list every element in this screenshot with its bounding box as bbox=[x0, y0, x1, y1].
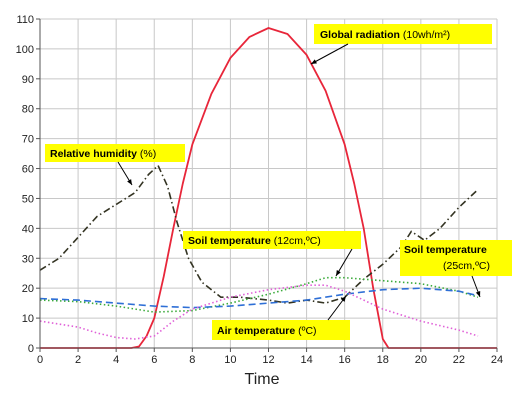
x-tick-label: 12 bbox=[262, 354, 274, 366]
x-tick-label: 6 bbox=[151, 354, 157, 366]
annotation-label: Global radiation (10wh/m²) bbox=[320, 29, 450, 41]
x-tick-label: 20 bbox=[415, 354, 427, 366]
grid bbox=[39, 18, 498, 349]
x-tick-label: 22 bbox=[453, 354, 465, 366]
y-tick-label: 70 bbox=[22, 134, 34, 146]
y-tick-label: 90 bbox=[22, 74, 34, 86]
annotation-relative-humidity: Relative humidity (%) bbox=[45, 144, 185, 186]
annotation-unit: (25cm,ºC) bbox=[443, 260, 490, 272]
arrow-head-icon bbox=[336, 270, 341, 276]
y-tick-label: 110 bbox=[16, 14, 34, 26]
y-tick-label: 20 bbox=[22, 283, 34, 295]
series-line-air-temperature bbox=[39, 284, 479, 340]
x-tick-label: 24 bbox=[491, 354, 503, 366]
annotation-title: Air temperature bbox=[217, 325, 295, 337]
annotation-unit: (ºC) bbox=[295, 325, 316, 337]
series-layer bbox=[39, 27, 497, 349]
x-tick-label: 14 bbox=[300, 354, 312, 366]
annotation-title: Soil temperature bbox=[188, 235, 271, 247]
y-tick-label: 50 bbox=[22, 193, 34, 205]
annotation-box bbox=[314, 24, 492, 44]
annotation-title: Relative humidity bbox=[50, 148, 137, 160]
x-tick-label: 0 bbox=[37, 354, 43, 366]
series-line-relative-humidity bbox=[39, 164, 479, 304]
x-tick-label: 18 bbox=[377, 354, 389, 366]
x-tick-label: 16 bbox=[339, 354, 351, 366]
annotation-label: Air temperature (ºC) bbox=[217, 325, 317, 337]
series-line-soil-temperature-12cm bbox=[39, 276, 479, 313]
annotation-soil-temperature-12cm: Soil temperature (12cm,ºC) bbox=[183, 231, 361, 277]
annotation-air-temperature: Air temperature (ºC) bbox=[212, 295, 350, 340]
y-tick-label: 80 bbox=[22, 104, 34, 116]
arrow-head-icon bbox=[475, 291, 481, 297]
arrow-head-icon bbox=[311, 59, 317, 64]
y-tick-label: 30 bbox=[22, 253, 34, 265]
annotation-arrow bbox=[310, 43, 349, 65]
annotations: Global radiation (10wh/m²) Relative humid… bbox=[45, 24, 512, 340]
annotation-box bbox=[183, 231, 361, 249]
y-tick-label: 0 bbox=[28, 343, 34, 355]
y-tick-label: 60 bbox=[22, 164, 34, 176]
annotation-unit: (12cm,ºC) bbox=[271, 235, 321, 247]
annotation-label: Relative humidity (%) bbox=[50, 148, 156, 160]
annotation-title: Global radiation bbox=[320, 29, 400, 41]
annotation-soil-temperature-25cm: Soil temperature (25cm,ºC) bbox=[400, 240, 512, 298]
annotation-label: Soil temperature (12cm,ºC) bbox=[188, 235, 321, 247]
x-tick-label: 8 bbox=[189, 354, 195, 366]
annotation-unit: (%) bbox=[137, 148, 156, 160]
annotation-box bbox=[45, 144, 185, 162]
arrow-head-icon bbox=[127, 179, 132, 185]
x-axis-label: Time bbox=[245, 371, 280, 388]
annotation-box bbox=[400, 240, 512, 276]
y-tick-label: 40 bbox=[22, 223, 34, 235]
x-tick-label: 10 bbox=[224, 354, 236, 366]
y-tick-label: 10 bbox=[22, 313, 34, 325]
annotation-global-radiation: Global radiation (10wh/m²) bbox=[310, 24, 492, 65]
series-line-global-radiation bbox=[40, 27, 497, 349]
y-tick-label: 100 bbox=[16, 44, 34, 56]
x-tick-label: 2 bbox=[75, 354, 81, 366]
arrow-head-icon bbox=[340, 296, 346, 302]
annotation-label: Soil temperature bbox=[404, 244, 487, 256]
annotation-unit: (10wh/m²) bbox=[400, 29, 450, 41]
x-tick-label: 4 bbox=[113, 354, 119, 366]
annotation-box bbox=[212, 320, 350, 340]
